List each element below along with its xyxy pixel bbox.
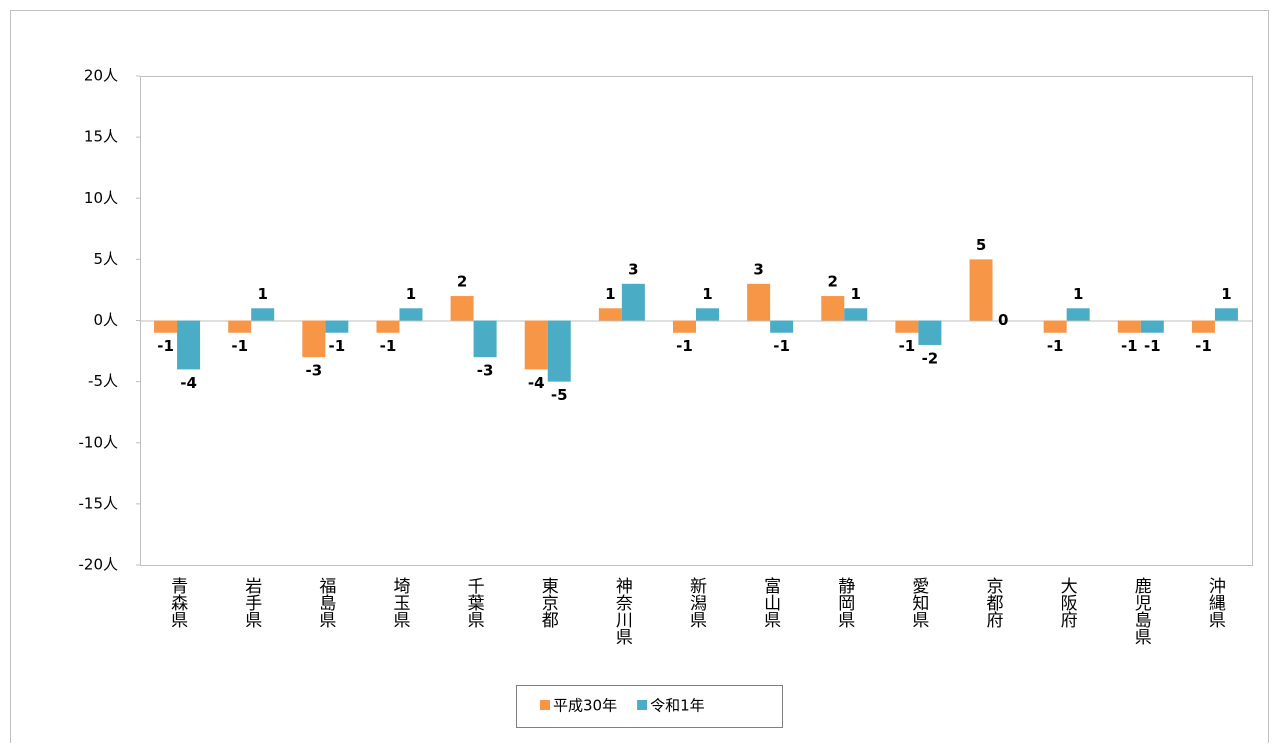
bar — [895, 320, 919, 333]
data-label: -1 — [773, 337, 790, 355]
x-tick-label: 青森県 — [167, 577, 188, 628]
bar — [821, 296, 845, 321]
x-tick-label: 鹿児島県 — [1131, 577, 1152, 645]
bar — [598, 308, 622, 321]
data-label: -1 — [1047, 337, 1064, 355]
bar — [228, 320, 252, 333]
legend-label: 平成30年 — [553, 697, 617, 715]
data-label: -5 — [551, 386, 568, 404]
x-tick-label: 新潟県 — [686, 577, 707, 628]
bar — [918, 320, 942, 345]
bar — [376, 320, 400, 333]
y-tick-label: 10人 — [84, 189, 118, 207]
data-label: -1 — [676, 337, 693, 355]
data-label: 2 — [457, 273, 467, 291]
x-tick-label: 愛知県 — [908, 577, 929, 628]
x-tick-label: 沖縄県 — [1205, 577, 1226, 628]
x-tick-label: 埼玉県 — [389, 577, 410, 628]
bar — [770, 320, 794, 333]
y-tick-label: 5人 — [93, 250, 118, 268]
x-tick-label: 岩手県 — [241, 577, 262, 628]
data-label: 1 — [406, 285, 416, 303]
bar — [399, 308, 423, 321]
bar — [302, 320, 326, 358]
bar — [1214, 308, 1238, 321]
data-label: 1 — [851, 285, 861, 303]
y-tick-label: -20人 — [79, 556, 119, 574]
bar — [1117, 320, 1141, 333]
bar — [177, 320, 201, 370]
data-label: -3 — [477, 362, 494, 380]
legend-label: 令和1年 — [650, 697, 705, 715]
x-tick-label: 静岡県 — [834, 577, 855, 628]
bar — [473, 320, 497, 358]
legend-swatch — [637, 700, 648, 710]
data-label: 3 — [628, 260, 638, 278]
data-label: -2 — [922, 349, 939, 367]
y-tick-label: -5人 — [88, 372, 118, 390]
bar — [325, 320, 349, 333]
legend-swatch — [540, 700, 550, 710]
data-label: -1 — [1121, 337, 1138, 355]
y-tick-label: -10人 — [79, 433, 119, 451]
data-label: 1 — [257, 285, 267, 303]
data-label: -1 — [231, 337, 248, 355]
chart-frame — [10, 10, 1269, 747]
x-tick-label: 富山県 — [760, 577, 781, 628]
data-label: -1 — [899, 337, 916, 355]
bar — [154, 320, 178, 333]
y-tick-label: 0人 — [93, 311, 118, 329]
bar — [547, 320, 571, 382]
bar — [696, 308, 719, 321]
x-tick-label: 神奈川県 — [612, 577, 633, 645]
bar — [969, 259, 993, 321]
data-label: 3 — [753, 260, 763, 278]
y-tick-label: -15人 — [79, 494, 119, 512]
bar — [1140, 320, 1164, 333]
x-tick-label: 京都府 — [983, 577, 1004, 629]
legend-box — [516, 685, 783, 728]
data-label: -1 — [1144, 337, 1161, 355]
x-tick-label: 大阪府 — [1057, 577, 1078, 629]
y-tick-label: 20人 — [84, 67, 118, 85]
bar — [844, 308, 868, 321]
data-label: -1 — [1195, 337, 1212, 355]
data-label: 0 — [998, 311, 1008, 329]
data-label: 1 — [605, 285, 615, 303]
bar — [1066, 308, 1090, 321]
data-label: 2 — [828, 273, 838, 291]
x-tick-label: 福島県 — [315, 577, 336, 628]
bar — [1043, 320, 1067, 333]
data-label: -4 — [528, 374, 545, 392]
data-label: 1 — [1221, 285, 1231, 303]
data-label: 5 — [976, 236, 986, 254]
data-label: 1 — [1073, 285, 1083, 303]
data-label: -1 — [328, 337, 345, 355]
x-tick-label: 千葉県 — [464, 577, 485, 628]
bar — [251, 308, 275, 321]
bar — [621, 283, 645, 321]
bar — [524, 320, 548, 370]
data-label: 1 — [702, 285, 712, 303]
bar — [1191, 320, 1215, 333]
bar — [747, 283, 771, 321]
y-tick-label: 15人 — [84, 128, 118, 146]
data-label: -4 — [180, 374, 197, 392]
bar — [673, 320, 696, 333]
bar — [450, 296, 474, 321]
x-tick-label: 東京都 — [538, 577, 559, 628]
data-label: -1 — [380, 337, 397, 355]
data-label: -3 — [305, 362, 322, 380]
data-label: -1 — [157, 337, 174, 355]
